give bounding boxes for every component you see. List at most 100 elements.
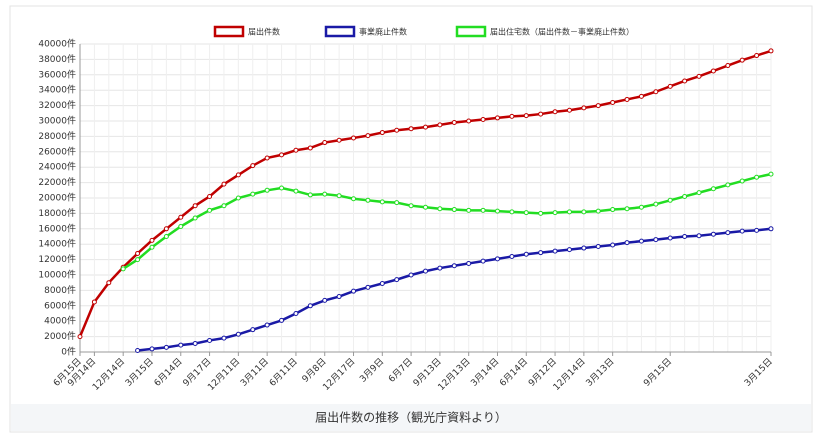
y-tick-label: 2000件 (44, 330, 76, 342)
point (523, 210, 529, 216)
point (451, 120, 457, 126)
point (235, 172, 241, 178)
point (610, 207, 616, 213)
point (135, 250, 141, 256)
point (336, 294, 342, 300)
y-tick-label: 36000件 (38, 68, 76, 80)
point (307, 192, 313, 198)
point (264, 155, 270, 161)
y-tick-label: 14000件 (38, 238, 76, 250)
point (552, 248, 558, 254)
point (638, 238, 644, 244)
point (250, 163, 256, 169)
point (538, 210, 544, 216)
point (322, 297, 328, 303)
point (581, 245, 587, 251)
point (394, 277, 400, 283)
point (178, 223, 184, 229)
point (653, 89, 659, 95)
point (451, 263, 457, 269)
point (682, 234, 688, 239)
point (379, 280, 385, 286)
y-tick-label: 32000件 (38, 99, 76, 111)
point (163, 234, 169, 239)
point (725, 182, 731, 188)
point (466, 207, 472, 213)
point (653, 201, 659, 207)
point (336, 193, 342, 199)
y-tick-label: 38000件 (38, 53, 76, 65)
point (120, 266, 126, 272)
point (538, 111, 544, 117)
point (408, 272, 414, 278)
point (394, 200, 400, 206)
point (466, 260, 472, 266)
point (264, 187, 270, 193)
point (624, 96, 630, 102)
point (77, 334, 83, 340)
y-tick-label: 6000件 (44, 299, 76, 311)
point (351, 135, 357, 141)
legend-label: 届出件数 (248, 27, 280, 37)
point (595, 208, 601, 214)
point (279, 185, 285, 191)
point (696, 190, 702, 196)
point (754, 227, 760, 233)
point (538, 250, 544, 256)
y-tick-label: 22000件 (38, 176, 76, 188)
point (250, 327, 256, 333)
point (682, 193, 688, 199)
point (768, 48, 774, 54)
point (423, 268, 428, 274)
point (754, 53, 760, 59)
y-tick-label: 26000件 (38, 145, 76, 157)
point (523, 113, 529, 119)
point (365, 284, 371, 290)
point (710, 68, 716, 74)
point (336, 137, 342, 143)
point (653, 237, 659, 243)
point (293, 311, 299, 316)
y-tick-label: 12000件 (38, 253, 76, 265)
point (322, 191, 328, 197)
legend-label: 事業廃止件数 (359, 27, 407, 37)
y-tick-label: 4000件 (44, 315, 76, 327)
point (149, 237, 155, 243)
legend-label: 届出住宅数（届出件数－事業廃止件数） (490, 27, 634, 37)
point (351, 288, 357, 294)
point (221, 203, 227, 209)
point (307, 303, 313, 309)
point (437, 122, 443, 128)
point (235, 331, 241, 337)
legend-swatch (324, 25, 356, 38)
point (494, 208, 500, 214)
point (595, 244, 601, 250)
point (523, 251, 529, 257)
y-tick-label: 8000件 (44, 284, 76, 296)
y-tick-label: 20000件 (38, 192, 76, 204)
point (379, 130, 385, 136)
point (279, 152, 285, 158)
point (509, 254, 515, 260)
y-tick-label: 16000件 (38, 222, 76, 234)
point (682, 78, 688, 84)
point (135, 257, 141, 263)
point (423, 124, 428, 130)
point (638, 93, 644, 99)
point (494, 256, 500, 262)
point (667, 83, 673, 89)
point (91, 299, 97, 305)
point (480, 207, 486, 213)
point (624, 206, 630, 212)
point (423, 204, 428, 210)
point (638, 204, 644, 210)
point (480, 258, 486, 264)
point (610, 100, 616, 106)
point (250, 191, 256, 197)
caption: 届出件数の推移（観光庁資料より） (315, 410, 507, 425)
point (581, 209, 587, 215)
point (739, 57, 745, 63)
point (581, 105, 587, 111)
